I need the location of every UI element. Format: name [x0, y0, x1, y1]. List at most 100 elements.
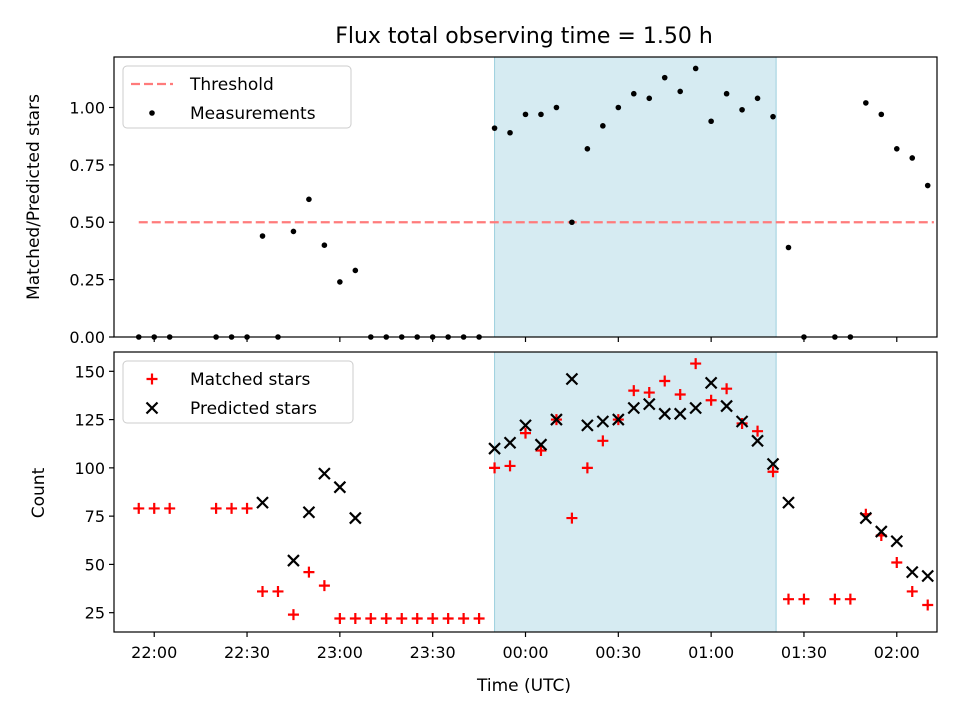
- legend-label: Predicted stars: [190, 399, 317, 419]
- predicted-stars-point: [287, 554, 300, 567]
- matched-stars-point: [318, 580, 330, 592]
- predicted-stars-point: [704, 376, 718, 390]
- measurement-point: [538, 111, 544, 118]
- matched-stars-point: [164, 502, 176, 514]
- matched-stars-point: [287, 609, 299, 621]
- matched-stars-point: [365, 612, 377, 624]
- matched-stars-point: [643, 387, 655, 399]
- predicted-stars-point: [503, 436, 517, 450]
- predicted-stars-point: [333, 480, 347, 494]
- matched-stars-point: [922, 599, 934, 611]
- matched-stars-point: [752, 425, 764, 437]
- legend-label: Threshold: [189, 75, 274, 95]
- measurement-point: [259, 233, 266, 239]
- top-y-tick-label: 0.75: [69, 156, 105, 175]
- bottom-axes-frame: [113, 351, 938, 633]
- predicted-stars-point: [875, 525, 888, 538]
- bottom-legend: [122, 360, 354, 424]
- legend-swatch-measurements: [149, 110, 155, 116]
- matched-stars-point: [427, 612, 439, 624]
- matched-stars-point: [148, 502, 160, 514]
- predicted-stars-point: [751, 434, 764, 448]
- measurement-point: [337, 279, 343, 285]
- top-y-axis-label: Matched/Predicted stars: [24, 94, 44, 300]
- bottom-panel: 25 50 75 100 125 150 22:00 22:30 23:00 23:30 00:00…: [74, 351, 938, 662]
- predicted-stars-point: [612, 413, 625, 426]
- matched-stars-point: [659, 375, 671, 387]
- legend-label: Matched stars: [190, 370, 310, 390]
- matched-stars-point: [829, 593, 841, 605]
- matched-stars-point: [798, 593, 810, 605]
- measurement-point: [553, 104, 560, 111]
- legend-swatch-predicted-stars: [145, 401, 159, 415]
- x-tick-label: 01:30: [781, 643, 827, 662]
- x-tick-label: 22:30: [224, 643, 270, 662]
- matched-stars-point: [597, 435, 609, 447]
- measurement-point: [677, 88, 683, 95]
- legend-swatch-matched-stars: [146, 373, 158, 385]
- x-axis-label: Time (UTC): [476, 676, 571, 696]
- matched-stars-point: [690, 358, 702, 370]
- matched-stars-point: [566, 512, 578, 524]
- matched-stars-point: [891, 556, 903, 568]
- measurement-point: [630, 90, 637, 97]
- matched-stars-point: [458, 612, 470, 624]
- predicted-stars-point: [890, 534, 904, 548]
- matched-stars-point: [349, 612, 361, 624]
- matched-stars-point: [411, 612, 423, 624]
- matched-stars-point: [674, 388, 686, 400]
- measurement-point: [878, 111, 885, 118]
- measurement-point: [321, 242, 328, 248]
- matched-stars-point: [520, 427, 531, 439]
- predicted-stars-point: [596, 415, 610, 428]
- matched-stars-point: [334, 612, 346, 624]
- predicted-stars-point: [581, 419, 594, 432]
- predicted-stars-point: [720, 399, 733, 413]
- predicted-stars-point: [565, 372, 579, 386]
- measurement-point: [785, 244, 792, 251]
- predicted-stars-point: [519, 419, 532, 432]
- bottom-y-tick-label: 75: [85, 507, 105, 526]
- predicted-stars-point: [302, 505, 316, 519]
- x-tick-label: 23:30: [410, 643, 456, 662]
- measurement-point: [770, 113, 776, 120]
- matched-stars-point: [272, 585, 284, 597]
- top-y-tick-label: 0.00: [69, 328, 105, 347]
- predicted-stars-point: [488, 442, 501, 455]
- measurement-point: [600, 123, 606, 129]
- matched-stars-point: [380, 612, 392, 624]
- measurement-point: [863, 100, 869, 106]
- matched-stars-point: [473, 612, 485, 624]
- matched-stars-point: [767, 466, 779, 478]
- matched-stars-point: [489, 462, 501, 474]
- x-tick-label: 00:30: [595, 643, 641, 662]
- predicted-stars-point: [349, 511, 362, 525]
- measurement-point: [739, 106, 745, 113]
- top-y-tick-label: 1.00: [69, 98, 105, 117]
- x-tick-label: 22:00: [131, 643, 177, 662]
- predicted-stars-point: [642, 397, 656, 411]
- predicted-stars-point: [766, 457, 780, 471]
- top-y-tick-label: 0.25: [69, 271, 105, 290]
- top-shaded-interval: [494, 56, 777, 338]
- measurement-point: [584, 146, 591, 152]
- predicted-stars-point: [782, 496, 795, 509]
- matched-stars-point: [396, 612, 408, 624]
- top-axes-frame: [113, 56, 938, 338]
- bottom-y-tick-label: 125: [74, 411, 105, 430]
- predicted-stars-point: [658, 407, 672, 421]
- matched-stars-point: [303, 566, 315, 578]
- matched-stars-point: [226, 502, 238, 514]
- matched-stars-point: [504, 460, 516, 472]
- matched-stars-point: [257, 585, 269, 597]
- measurement-point: [692, 65, 699, 72]
- matched-stars-point: [844, 593, 856, 605]
- measurement-point: [507, 129, 513, 136]
- measurement-point: [569, 219, 575, 226]
- measurement-point: [893, 146, 900, 152]
- bottom-y-tick-label: 150: [74, 362, 105, 381]
- x-tick-label: 01:00: [688, 643, 734, 662]
- matched-stars-point: [721, 383, 733, 395]
